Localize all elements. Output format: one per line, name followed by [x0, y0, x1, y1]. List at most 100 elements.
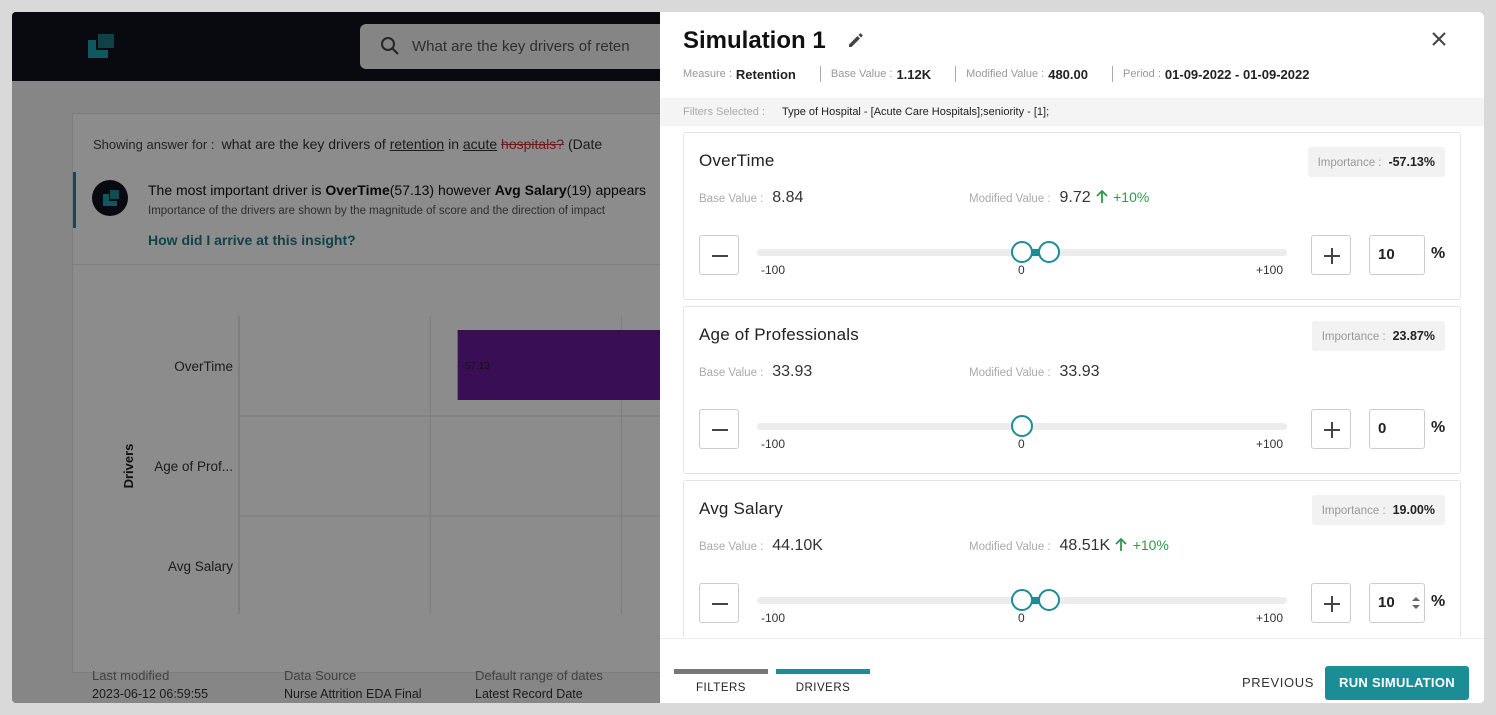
footer-label: Last modified	[92, 668, 170, 683]
decrease-button[interactable]	[699, 235, 739, 275]
question-token-hospitals[interactable]: hospitals?	[501, 136, 565, 152]
answer-card: Showing answer for : what are the key dr…	[72, 113, 713, 673]
edit-pencil-icon[interactable]	[846, 30, 866, 50]
footer-label: Default range of dates	[475, 668, 603, 683]
card-footer-info: Last modified 2023-06-12 06:59:55 Data S…	[12, 656, 712, 703]
question-token-retention[interactable]: retention	[389, 136, 445, 152]
how-did-i-arrive-link[interactable]: How did I arrive at this insight?	[148, 232, 356, 248]
question-part: in	[448, 136, 459, 152]
decrease-button[interactable]	[699, 409, 739, 449]
importance-value: -57.13%	[1388, 155, 1435, 169]
modified-value: Modified Value : 48.51K +10%	[969, 537, 1169, 555]
run-simulation-button[interactable]: RUN SIMULATION	[1325, 666, 1469, 700]
modified-value: Modified Value : 9.72 +10%	[969, 189, 1149, 207]
divider	[73, 264, 713, 265]
question-token-acute[interactable]: acute	[462, 136, 498, 152]
modified-value-number: 9.72	[1059, 189, 1091, 206]
slider-min-label: -100	[761, 263, 786, 277]
filters-label: Filters Selected :	[683, 106, 765, 118]
slider-mid-label: 0	[1018, 263, 1025, 277]
driver-name: OverTime	[699, 151, 775, 170]
decrease-button[interactable]	[699, 583, 739, 623]
showing-answer-for: Showing answer for : what are the key dr…	[93, 136, 602, 152]
increase-button[interactable]	[1311, 583, 1351, 623]
slider-max-label: +100	[1256, 263, 1284, 277]
slider-min-label: -100	[761, 437, 786, 451]
driver-name: Avg Salary	[699, 499, 783, 518]
percent-input[interactable]: 0	[1369, 409, 1425, 449]
footer-label: Data Source	[284, 668, 357, 683]
meta-label-period: Period :	[1122, 68, 1161, 80]
base-value: Base Value : 33.93	[699, 363, 812, 381]
insight-text: (19) appears	[566, 182, 647, 198]
arrow-up-icon	[1096, 190, 1108, 203]
percent-input[interactable]: 10	[1369, 235, 1425, 275]
footer-data-source: Data Source Nurse Attrition EDA Final	[284, 668, 422, 701]
simulation-meta: Measure : Retention Base Value : 1.12K M…	[683, 66, 1309, 82]
slider-origin-thumb[interactable]	[1011, 241, 1033, 263]
footer-default-range: Default range of dates Latest Record Dat…	[475, 668, 603, 701]
filters-selected-bar: Filters Selected : Type of Hospital - [A…	[660, 98, 1484, 126]
driver-slider[interactable]	[757, 589, 1287, 611]
driver-card: Age of Professionals Importance : 23.87% B…	[683, 306, 1461, 474]
assistant-logo-icon	[103, 190, 119, 206]
base-value-label: Base Value :	[699, 367, 764, 379]
driver-card: Avg Salary Importance : 19.00% Base Value …	[683, 480, 1461, 637]
chart-category-label: Age of Prof...	[154, 459, 233, 474]
drawer-footer: FILTERS DRIVERS PREVIOUS RUN SIMULATION	[660, 638, 1484, 703]
slider-min-label: -100	[761, 611, 786, 625]
meta-label-measure: Measure :	[683, 68, 732, 80]
slider-fill	[1022, 249, 1049, 256]
base-value-label: Base Value :	[699, 193, 764, 205]
change-percent: +10%	[1132, 537, 1169, 553]
percent-input[interactable]: 10	[1369, 583, 1425, 623]
importance-badge: Importance : 23.87%	[1311, 321, 1445, 351]
percent-value: 10	[1378, 246, 1395, 263]
percent-value: 0	[1378, 420, 1387, 437]
modified-value: Modified Value : 33.93	[969, 363, 1100, 381]
increase-button[interactable]	[1311, 235, 1351, 275]
insight-driver-second: Avg Salary	[494, 182, 567, 198]
base-value-label: Base Value :	[699, 541, 764, 553]
meta-value-modified-value: 480.00	[1048, 66, 1088, 82]
spinner-arrows-icon[interactable]	[1411, 594, 1421, 612]
insight-block: The most important driver is OverTime(57…	[73, 172, 713, 228]
driver-slider[interactable]	[757, 241, 1287, 263]
importance-value: 23.87%	[1392, 329, 1435, 343]
insight-text: (57.13) however	[389, 182, 491, 198]
meta-separator	[955, 66, 957, 82]
modified-value-number: 48.51K	[1059, 537, 1111, 554]
importance-label: Importance :	[1321, 505, 1386, 517]
footer-last-modified: Last modified 2023-06-12 06:59:55	[92, 668, 208, 701]
driver-slider[interactable]	[757, 415, 1287, 437]
search-bar[interactable]: What are the key drivers of reten	[360, 24, 700, 69]
drivers-list[interactable]: OverTime Importance : -57.13% Base Value :…	[660, 132, 1484, 637]
slider-origin-thumb[interactable]	[1011, 415, 1033, 437]
base-value-number: 33.93	[772, 363, 813, 380]
percent-sign: %	[1431, 419, 1446, 436]
importance-label: Importance :	[1321, 331, 1386, 343]
previous-button[interactable]: PREVIOUS	[1242, 675, 1314, 690]
modified-value-label: Modified Value :	[969, 193, 1051, 205]
meta-value-base-value: 1.12K	[896, 66, 932, 82]
question-part: (Date	[567, 136, 603, 152]
modified-value-number: 33.93	[1059, 363, 1100, 380]
base-value: Base Value : 44.10K	[699, 537, 823, 555]
slider-max-label: +100	[1256, 611, 1284, 625]
increase-button[interactable]	[1311, 409, 1351, 449]
search-icon	[381, 37, 399, 55]
importance-label: Importance :	[1317, 157, 1382, 169]
slider-value-thumb[interactable]	[1037, 589, 1060, 611]
chart-data-label: -57.13	[462, 361, 491, 372]
percent-value: 10	[1378, 594, 1395, 611]
assistant-avatar	[92, 180, 128, 216]
slider-origin-thumb[interactable]	[1011, 589, 1033, 611]
search-input[interactable]: What are the key drivers of reten	[412, 38, 630, 55]
importance-value: 19.00%	[1392, 503, 1435, 517]
close-icon[interactable]	[1428, 28, 1450, 50]
meta-value-measure: Retention	[735, 66, 796, 82]
meta-separator	[819, 66, 821, 82]
slider-value-thumb[interactable]	[1037, 241, 1060, 263]
app-logo-icon[interactable]	[88, 34, 114, 58]
simulation-drawer: Simulation 1 Measure : Retention Base Va…	[660, 12, 1484, 703]
